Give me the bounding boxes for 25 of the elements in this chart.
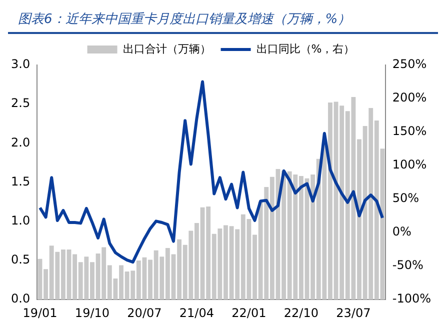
chart-title: 图表6：近年来中国重卡月度出口销量及增速（万辆，%）	[8, 8, 438, 34]
x-tick-label: 19/10	[74, 306, 110, 320]
x-tick-label: 23/07	[336, 306, 371, 320]
y-tick-label: 2.5	[10, 96, 30, 110]
x-tick-label: 19/01	[22, 306, 58, 320]
y-tick-label: 1.0	[10, 214, 30, 228]
y2-tick-label: -50%	[392, 258, 424, 272]
y2-tick-label: 150%	[392, 124, 427, 138]
x-tick-label: 22/01	[232, 306, 266, 320]
y-tick-label: 2.0	[10, 135, 30, 150]
y-tick-label: 0.5	[10, 252, 30, 267]
x-tick-label: 20/07	[127, 306, 162, 320]
y2-tick-label: 0%	[392, 224, 412, 239]
y2-tick-label: 100%	[392, 158, 427, 172]
x-tick-label: 22/10	[284, 306, 318, 320]
y-tick-label: 3.0	[10, 57, 30, 72]
y-tick-label: 0.0	[10, 292, 30, 306]
y2-tick-label: 200%	[392, 90, 427, 105]
x-tick-label: 21/04	[179, 306, 214, 320]
legend-label: 出口合计（万辆）	[122, 42, 211, 56]
y2-tick-label: 250%	[392, 57, 427, 72]
y-tick-label: 1.5	[10, 174, 30, 188]
legend-label: 出口同比（%，右）	[256, 42, 355, 56]
y2-tick-label: -100%	[392, 292, 432, 306]
y2-tick-label: 50%	[392, 191, 420, 206]
